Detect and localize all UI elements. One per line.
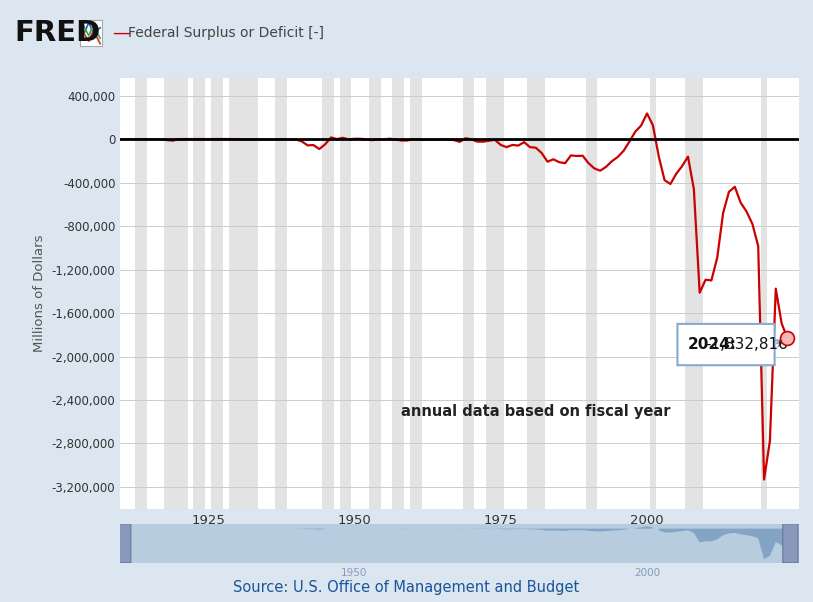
- Text: annual data based on fiscal year: annual data based on fiscal year: [402, 405, 671, 420]
- Bar: [463, 78, 474, 509]
- Text: -1,832,816: -1,832,816: [705, 337, 788, 352]
- Bar: [533, 78, 545, 509]
- Text: —: —: [112, 24, 130, 42]
- Bar: [276, 78, 287, 509]
- FancyBboxPatch shape: [115, 524, 131, 563]
- Y-axis label: Millions of Dollars: Millions of Dollars: [33, 235, 46, 352]
- FancyBboxPatch shape: [783, 524, 798, 563]
- Bar: [527, 78, 533, 509]
- Bar: [164, 78, 176, 509]
- Text: FRED: FRED: [15, 19, 101, 47]
- Bar: [135, 78, 146, 509]
- Bar: [650, 78, 656, 509]
- Bar: [322, 78, 334, 509]
- Bar: [228, 78, 258, 509]
- Text: 2024:: 2024:: [688, 337, 737, 352]
- Bar: [340, 78, 351, 509]
- Text: Source: U.S. Office of Management and Budget: Source: U.S. Office of Management and Bu…: [233, 580, 580, 595]
- FancyBboxPatch shape: [677, 324, 775, 365]
- Bar: [761, 78, 767, 509]
- Bar: [585, 78, 598, 509]
- Text: Federal Surplus or Deficit [-]: Federal Surplus or Deficit [-]: [128, 26, 324, 40]
- Bar: [369, 78, 380, 509]
- Bar: [410, 78, 422, 509]
- Bar: [176, 78, 188, 509]
- Bar: [193, 78, 205, 509]
- Bar: [393, 78, 404, 509]
- Bar: [685, 78, 702, 509]
- Bar: [211, 78, 223, 509]
- Bar: [486, 78, 503, 509]
